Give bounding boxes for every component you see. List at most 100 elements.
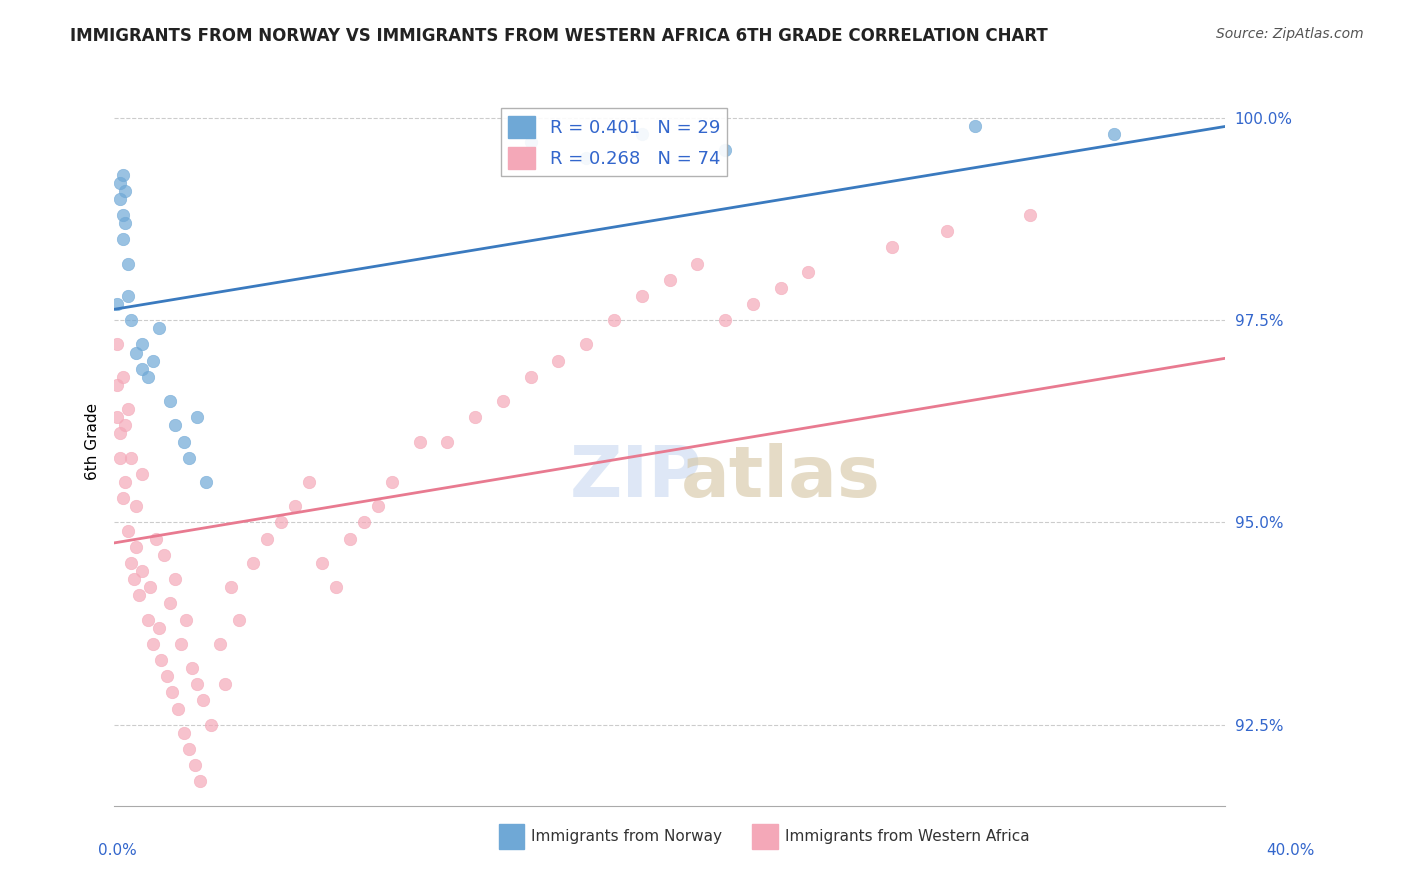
Point [242, 556, 264, 570]
Point [658, 273, 681, 287]
Text: IMMIGRANTS FROM NORWAY VS IMMIGRANTS FROM WESTERN AFRICA 6TH GRADE CORRELATION C: IMMIGRANTS FROM NORWAY VS IMMIGRANTS FRO… [70, 27, 1047, 45]
Point [125, 345, 148, 359]
Text: 40.0%: 40.0% [1267, 843, 1315, 858]
Point [108, 426, 131, 441]
Point [339, 532, 361, 546]
Point [165, 572, 187, 586]
Point [139, 580, 162, 594]
Point [436, 434, 458, 449]
Point [150, 653, 173, 667]
Point [492, 394, 515, 409]
Point [408, 434, 430, 449]
Point [797, 265, 820, 279]
Point [1102, 127, 1125, 141]
Point [114, 184, 136, 198]
Point [131, 467, 153, 481]
Point [256, 532, 278, 546]
Point [111, 168, 134, 182]
Point [325, 580, 347, 594]
Point [125, 500, 148, 514]
Point [165, 418, 187, 433]
Point [159, 596, 181, 610]
Point [117, 402, 139, 417]
Point [519, 369, 541, 384]
Point [186, 677, 208, 691]
Point [153, 548, 176, 562]
Point [367, 500, 389, 514]
Point [381, 475, 404, 489]
Point [145, 532, 167, 546]
Text: 0.0%: 0.0% [98, 843, 138, 858]
Point [162, 685, 184, 699]
Point [519, 135, 541, 149]
Text: ZIP: ZIP [569, 443, 703, 512]
Point [173, 434, 195, 449]
Point [219, 580, 242, 594]
Point [105, 297, 128, 311]
Point [464, 410, 486, 425]
Point [117, 256, 139, 270]
Point [131, 361, 153, 376]
Point [191, 693, 214, 707]
Text: Source: ZipAtlas.com: Source: ZipAtlas.com [1216, 27, 1364, 41]
Point [156, 669, 179, 683]
Point [176, 613, 198, 627]
Point [575, 337, 598, 351]
Legend: R = 0.401   N = 29, R = 0.268   N = 74: R = 0.401 N = 29, R = 0.268 N = 74 [501, 108, 727, 176]
Point [120, 556, 142, 570]
Point [131, 337, 153, 351]
Point [630, 127, 652, 141]
Point [148, 321, 170, 335]
Point [173, 726, 195, 740]
Point [179, 742, 201, 756]
Point [114, 475, 136, 489]
Point [200, 717, 222, 731]
Point [105, 410, 128, 425]
Point [741, 297, 763, 311]
Point [105, 337, 128, 351]
Point [159, 394, 181, 409]
Point [114, 216, 136, 230]
Point [194, 475, 217, 489]
Text: atlas: atlas [681, 443, 880, 512]
Point [136, 613, 159, 627]
Point [122, 572, 145, 586]
Point [111, 208, 134, 222]
Point [136, 369, 159, 384]
Point [297, 475, 319, 489]
Point [167, 701, 190, 715]
Point [181, 661, 204, 675]
Point [111, 491, 134, 505]
Y-axis label: 6th Grade: 6th Grade [86, 403, 100, 480]
Point [630, 289, 652, 303]
Point [963, 119, 986, 133]
Point [311, 556, 333, 570]
Point [108, 176, 131, 190]
Point [117, 289, 139, 303]
Point [111, 369, 134, 384]
Point [179, 450, 201, 465]
Point [186, 410, 208, 425]
Point [769, 281, 792, 295]
Point [603, 313, 626, 327]
Point [148, 621, 170, 635]
Point [880, 240, 903, 254]
Point [686, 256, 709, 270]
Point [353, 516, 375, 530]
Point [170, 637, 193, 651]
Point [120, 313, 142, 327]
Text: Immigrants from Western Africa: Immigrants from Western Africa [785, 830, 1029, 844]
Point [142, 353, 165, 368]
Point [714, 313, 737, 327]
Point [1019, 208, 1042, 222]
Point [125, 540, 148, 554]
Point [547, 353, 569, 368]
Point [108, 450, 131, 465]
Point [188, 774, 211, 789]
Point [128, 588, 150, 602]
Point [117, 524, 139, 538]
Point [284, 500, 307, 514]
Point [575, 152, 598, 166]
Point [142, 637, 165, 651]
Point [936, 224, 959, 238]
